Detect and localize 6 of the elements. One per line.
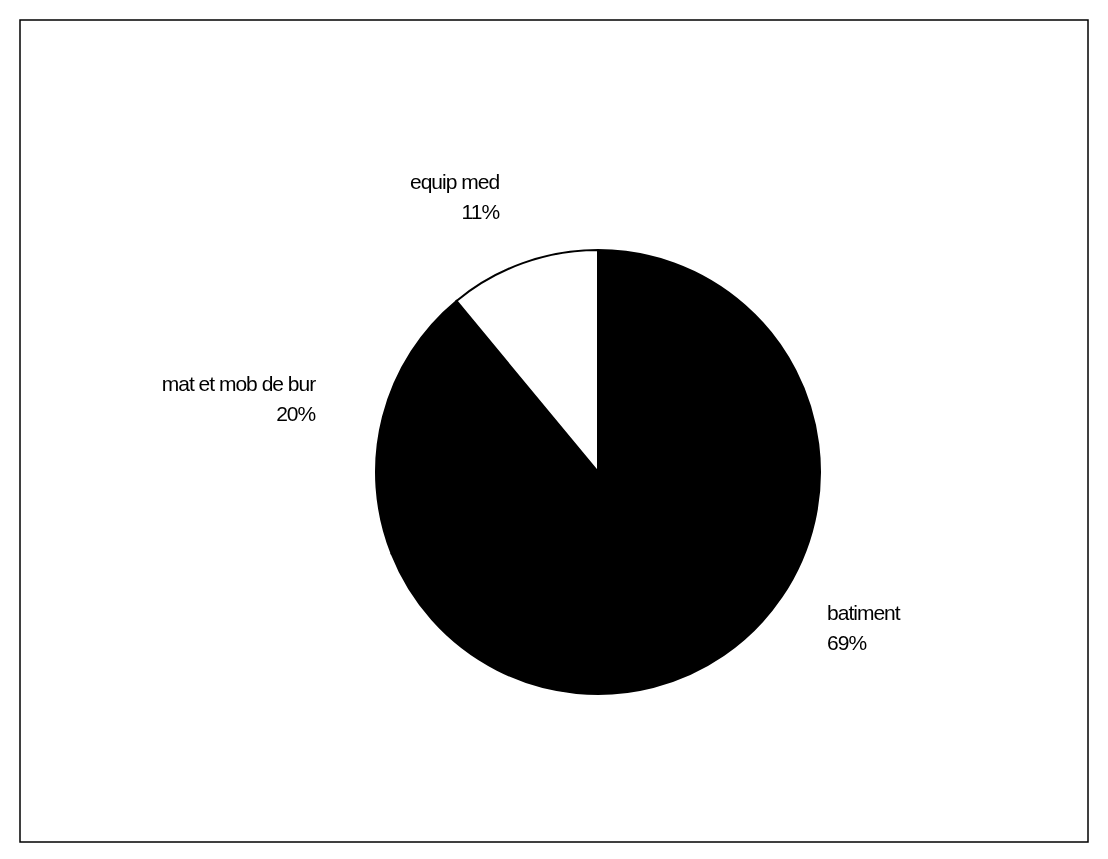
slice-label: mat et mob de bur: [161, 372, 317, 396]
data-label: 11%: [461, 200, 500, 224]
data-label: 69%: [827, 630, 867, 654]
data-label: 20%: [276, 402, 316, 426]
slice-label: batiment: [827, 600, 901, 624]
slice-label: equip med: [410, 170, 500, 194]
